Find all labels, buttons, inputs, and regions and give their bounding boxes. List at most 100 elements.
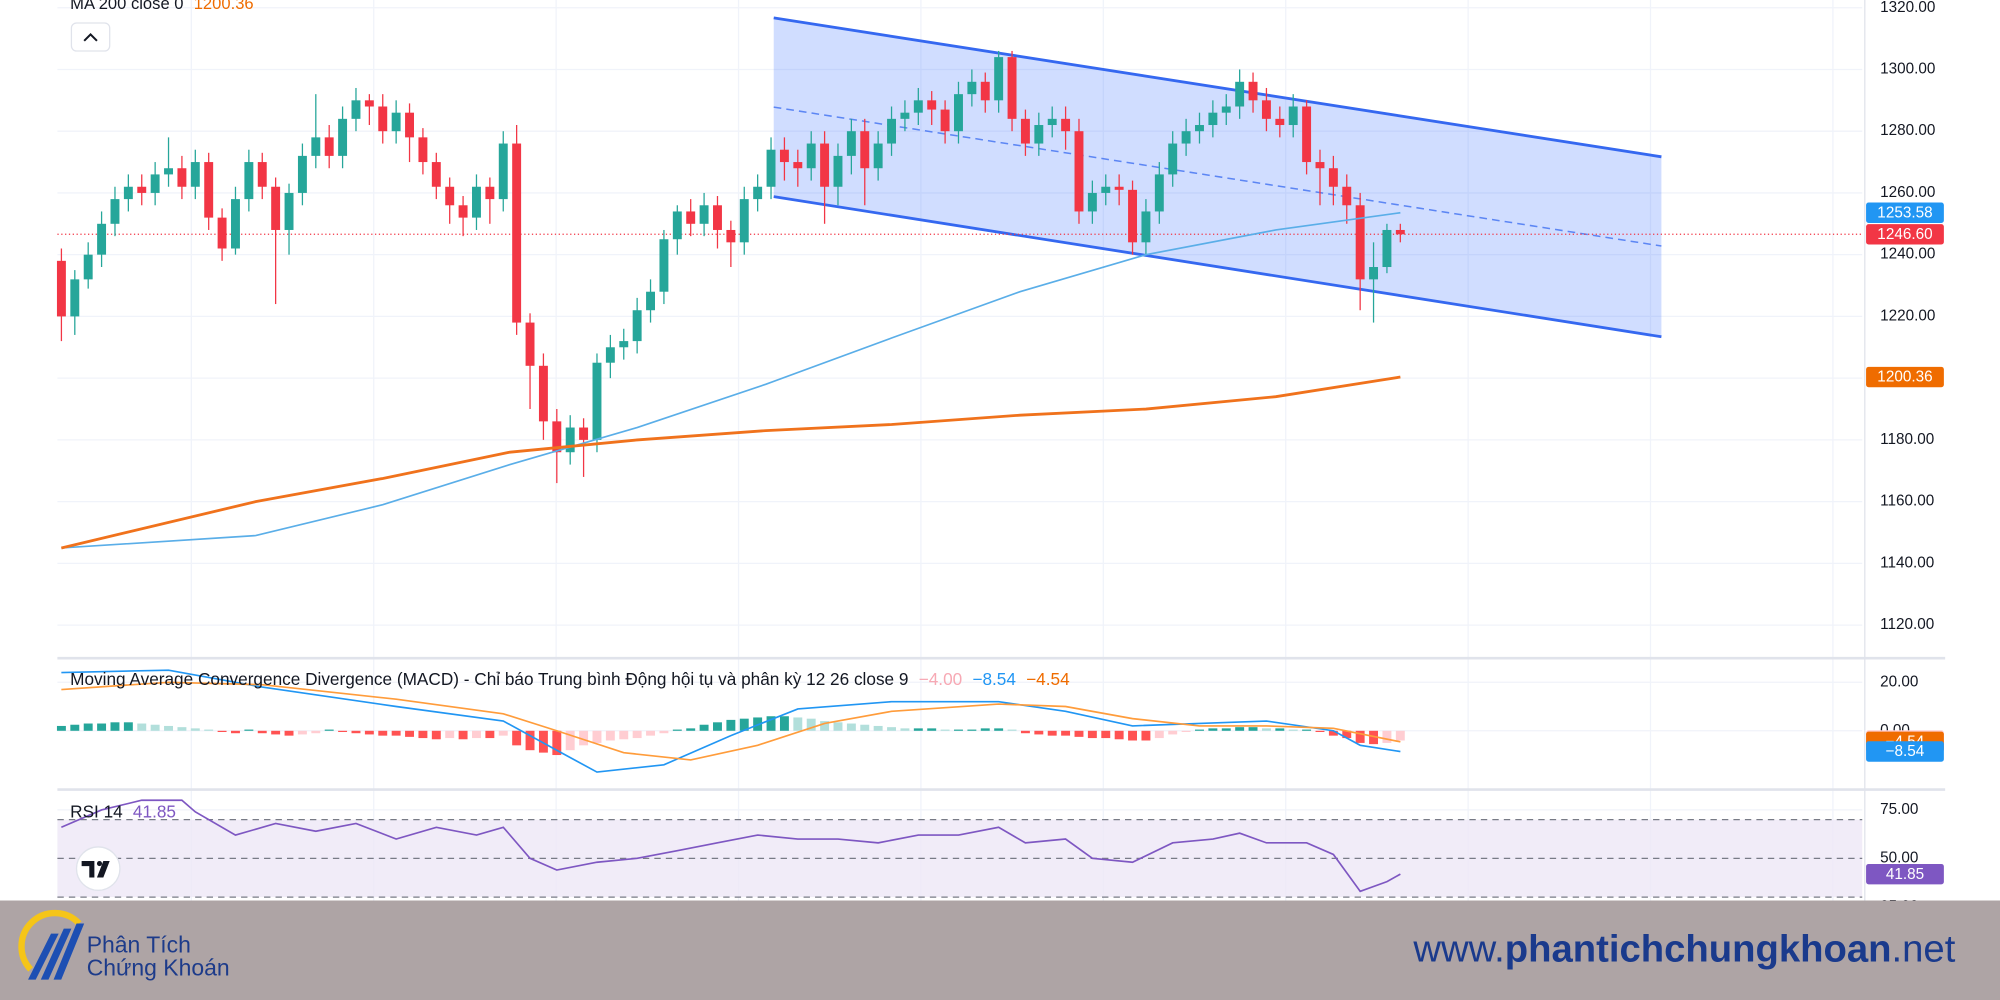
candle-body: [244, 162, 254, 200]
candle-body: [632, 310, 642, 342]
candle-body: [97, 223, 107, 255]
histogram-bar: [900, 728, 910, 731]
histogram-bar: [1221, 728, 1231, 731]
macd-value: −4.54: [1026, 668, 1070, 688]
histogram-bar: [164, 725, 173, 731]
candle-body: [311, 137, 321, 156]
candle-body: [565, 427, 575, 453]
histogram-bar: [806, 718, 816, 731]
macd-value: −8.54: [972, 668, 1016, 688]
website-url: www.phantichchungkhoan.net: [1412, 928, 1955, 971]
candle-body: [190, 162, 200, 187]
candle-body: [873, 143, 883, 169]
candle-body: [1328, 168, 1338, 187]
candle-body: [257, 162, 267, 187]
histogram-bar: [994, 728, 1004, 731]
candle-body: [418, 137, 428, 163]
candle-body: [351, 100, 361, 119]
histogram-bar: [1114, 730, 1124, 740]
logo-arc: [18, 909, 82, 972]
histogram-bar: [1275, 728, 1285, 731]
y-tick-label: 1280.00: [1880, 122, 1935, 139]
candle-body: [1168, 143, 1178, 175]
histogram-bar: [1181, 730, 1191, 733]
histogram-bar: [498, 730, 508, 736]
candle-body: [297, 155, 307, 193]
histogram-bar: [137, 723, 147, 731]
candle-body: [1034, 125, 1044, 144]
candle-body: [378, 106, 388, 132]
histogram-bar: [257, 730, 267, 734]
tradingview-logo: [75, 846, 121, 891]
candle-body: [552, 421, 562, 453]
histogram-bar: [1382, 730, 1392, 743]
histogram-bar: [873, 725, 883, 731]
candle-body: [271, 186, 281, 230]
logo-stripes: [28, 923, 85, 980]
candle-body: [994, 57, 1004, 101]
brand-line: Chứng Khoán: [87, 954, 230, 980]
candle-body: [1288, 106, 1298, 126]
histogram-bar: [311, 730, 321, 734]
candle-body: [391, 112, 401, 132]
candle-body: [726, 229, 736, 243]
y-tick-label: 1160.00: [1880, 493, 1934, 510]
y-tick-label: 75.00: [1880, 801, 1918, 818]
histogram-bar: [405, 730, 414, 737]
histogram-bar: [338, 730, 348, 733]
candle-body: [1047, 118, 1057, 126]
histogram-bar: [887, 727, 897, 731]
histogram-bar: [1168, 730, 1178, 735]
price-label-box: [1866, 863, 1944, 885]
candle-body: [739, 199, 749, 243]
candle-body: [806, 143, 816, 169]
histogram-bar: [1034, 730, 1044, 735]
macd-title: Moving Average Convergence Divergence (M…: [70, 668, 908, 688]
histogram-bar: [779, 716, 789, 731]
url-suffix: .net: [1892, 928, 1956, 971]
button-frame[interactable]: [70, 22, 111, 52]
histogram-bar: [726, 719, 736, 731]
histogram-bar: [83, 723, 93, 731]
candle-body: [833, 155, 843, 187]
candle-body: [1007, 57, 1017, 119]
footer-band: [0, 900, 2000, 1000]
candle-body: [1369, 267, 1379, 280]
footer: Phân Tích Chứng Khoán www.phantichchungk…: [0, 900, 2000, 1000]
candle-body: [579, 427, 589, 440]
candle-body: [659, 239, 669, 292]
moving-average: [61, 211, 1401, 549]
histogram-bar: [1141, 730, 1151, 741]
histogram-bar: [1208, 728, 1218, 731]
histogram-bar: [1061, 730, 1071, 736]
candle-body: [1020, 118, 1030, 144]
url-prefix: www.: [1412, 928, 1504, 971]
collapse-button[interactable]: [70, 22, 111, 52]
histogram-bar: [713, 722, 722, 731]
candle-body: [110, 199, 120, 224]
price-label-box: [1866, 224, 1944, 245]
macd-line: [61, 681, 1401, 761]
histogram-bar: [177, 727, 187, 731]
candle-body: [164, 168, 173, 175]
candle-body: [954, 94, 963, 132]
candle-body: [217, 217, 227, 249]
histogram-bar: [391, 730, 401, 736]
chevron-icon[interactable]: [83, 32, 98, 42]
histogram-bar: [458, 730, 468, 740]
price-label-box: [1866, 741, 1944, 762]
histogram-bar: [833, 722, 843, 731]
logo-dot: [96, 860, 103, 867]
candle-body: [405, 112, 414, 138]
histogram-bar: [512, 730, 522, 746]
histogram-bar: [244, 729, 254, 731]
histogram-bar: [940, 729, 950, 731]
candle-body: [512, 143, 522, 323]
candle-body: [619, 341, 629, 348]
histogram-bar: [766, 716, 776, 731]
histogram-bar: [525, 730, 535, 751]
histogram-bar: [485, 730, 495, 739]
macd-line: [61, 669, 1401, 773]
moving-average: [61, 375, 1401, 550]
